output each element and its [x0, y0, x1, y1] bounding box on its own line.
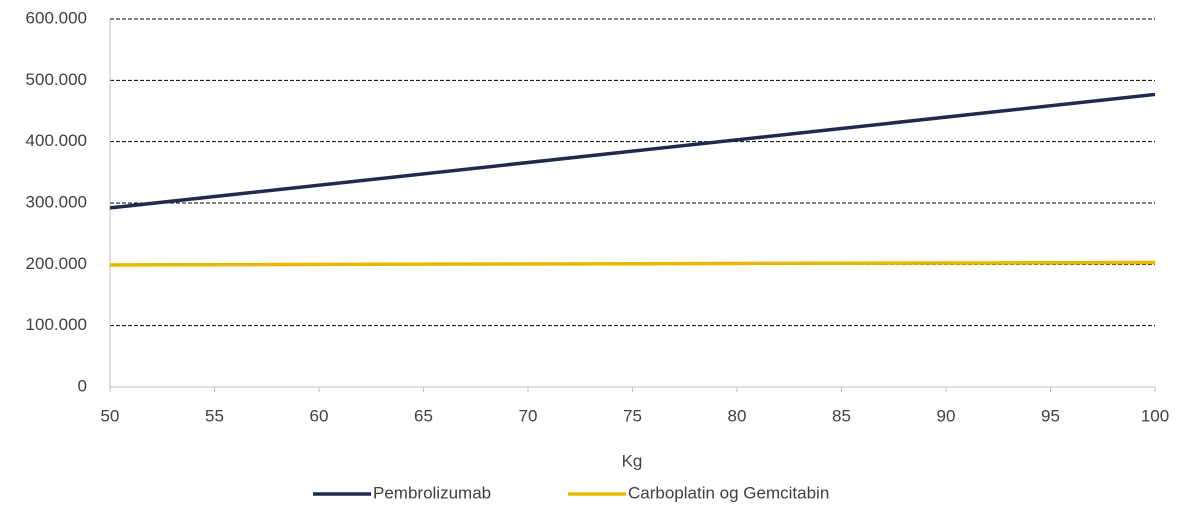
legend-label: Carboplatin og Gemcitabin — [628, 483, 829, 502]
x-tick-label: 55 — [205, 406, 224, 425]
x-tick-label: 90 — [937, 406, 956, 425]
x-tick-label: 65 — [414, 406, 433, 425]
y-tick-label: 100.000 — [26, 315, 87, 334]
x-tick-label: 95 — [1041, 406, 1060, 425]
y-tick-label: 400.000 — [26, 131, 87, 150]
x-tick-label: 85 — [832, 406, 851, 425]
y-tick-label: 0 — [78, 376, 87, 395]
y-tick-label: 600.000 — [26, 8, 87, 27]
legend-label: Pembrolizumab — [373, 483, 491, 502]
series-line — [109, 260, 1156, 267]
series-line — [109, 92, 1156, 210]
y-tick-label: 300.000 — [26, 192, 87, 211]
x-tick-label: 70 — [519, 406, 538, 425]
y-tick-label: 200.000 — [26, 254, 87, 273]
x-axis-label: Kg — [622, 451, 643, 470]
x-tick-label: 60 — [310, 406, 329, 425]
x-tick-label: 50 — [101, 406, 120, 425]
x-tick-label: 100 — [1141, 406, 1169, 425]
y-tick-label: 500.000 — [26, 70, 87, 89]
x-tick-label: 75 — [623, 406, 642, 425]
x-tick-label: 80 — [728, 406, 747, 425]
